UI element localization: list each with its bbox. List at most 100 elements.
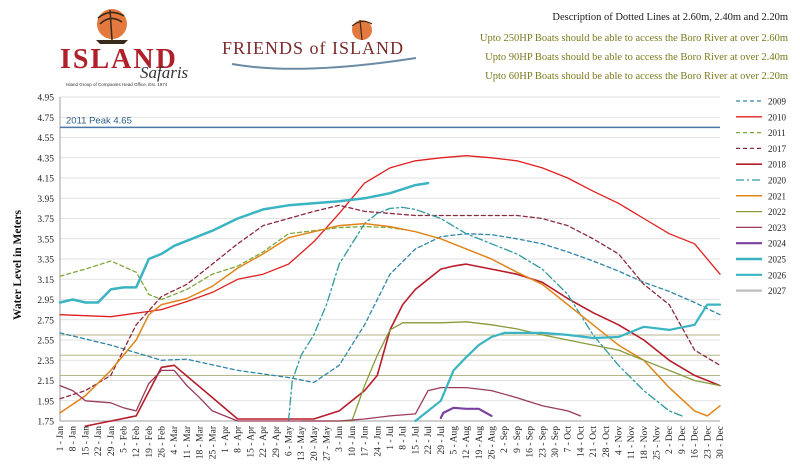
x-tick-label: 1 - Apr [221,425,231,453]
x-tick-label: 14 - Oct [576,426,586,457]
x-tick-label: 5 - Aug [449,426,459,455]
x-tick-label: 2 - Dec [665,426,675,454]
legend-label-2027: 2027 [768,286,787,296]
x-tick-label: 10 - Jun [348,426,358,457]
series-lines [58,155,722,427]
peak-line-group: 2011 Peak 4.65 [60,115,720,129]
x-tick-label: 22 - Apr [259,425,269,458]
island-safaris-emblem [96,9,128,44]
x-tick-label: 24 - Jun [373,426,383,457]
x-tick-label: 23 - Sep [538,426,548,458]
y-axis-label: Water Level in Meters [12,210,24,320]
legend-label-2017: 2017 [768,144,787,154]
legend-label-2024: 2024 [768,239,787,249]
x-tick-label: 8 - Jul [399,426,409,450]
logo-island-text: ISLAND [60,44,178,75]
series-line-2021 [59,222,721,417]
x-tick-label: 5 - Feb [119,426,129,453]
legend: 2009 2010 2011 2017 2018 2020 2021 2022 2023 2024… [736,97,787,296]
series-line-2023 [59,369,582,422]
y-tick-label: 4.95 [37,94,54,104]
logo-safaris-text: Safaris [140,63,189,82]
series-line-2022 [300,321,721,422]
legend-label-2010: 2010 [768,112,787,122]
series-line-2017 [59,204,721,400]
x-tick-label: 26 - Feb [158,426,168,458]
x-tick-label: 25 - Nov [653,426,663,460]
y-tick-label: 4.15 [37,175,54,185]
x-tick-label: 21 - Oct [589,426,599,457]
x-tick-label: 18 - Mar [196,425,206,459]
x-tick-label: 12 - Aug [462,426,472,460]
notes-heading: Description of Dotted Lines at 2.60m, 2.… [552,12,788,23]
x-tick-label: 25 - Mar [208,425,218,459]
grid-lines [59,96,720,422]
y-tick-label: 1.75 [37,418,54,428]
y-tick-label: 2.75 [37,316,54,326]
x-tick-label: 23 - Dec [703,426,713,459]
legend-label-2026: 2026 [768,270,787,280]
x-tick-label: 8 - Jan [69,426,79,452]
series-line-2010 [59,155,721,318]
threshold-lines [60,334,720,376]
x-tick-label: 6 - May [284,426,294,456]
x-tick-label: 15 - Jul [411,426,421,455]
x-tick-label: 29 - Jul [437,426,447,455]
note-250hp: Upto 250HP Boats should be able to acces… [479,33,788,44]
series-line-2025 [58,181,430,304]
x-tick-label: 12 - Feb [132,426,142,458]
y-tick-label: 4.55 [37,134,54,144]
y-tick-label: 3.95 [37,195,54,205]
y-tick-label: 2.35 [37,357,54,367]
x-tick-label: 29 - Jan [107,426,117,456]
x-tick-label: 29 - Apr [272,425,282,458]
x-tick-label: 30 - Sep [551,426,561,458]
x-tick-label: 22 - Jan [94,426,104,456]
x-tick-label: 15 - Apr [246,425,256,458]
series-line-2020 [287,206,683,422]
x-tick-label: 19 - Aug [475,426,485,460]
x-tick-label: 16 - Dec [691,426,701,459]
x-tick-label: 20 - May [310,426,320,461]
x-tick-label: 16 - Sep [526,426,536,458]
x-tick-label: 26 - Aug [488,426,498,460]
y-tick-label: 4.35 [37,154,54,164]
legend-label-2018: 2018 [768,160,787,170]
x-tick-label: 1 - Jan [56,426,66,452]
logo-friends-text: FRIENDS of ISLAND [222,38,404,58]
y-tick-label: 4.75 [37,114,54,124]
y-tick-label: 3.35 [37,256,54,266]
x-tick-label: 22 - Jul [424,426,434,455]
logo-tagline: Island Group of Companies Head Office, E… [66,82,168,87]
x-tick-label: 9 - Dec [678,426,688,454]
x-tick-label: 13 - May [297,426,307,461]
y-tick-label: 2.55 [37,337,54,347]
y-tick-label: 3.55 [37,235,54,245]
legend-label-2009: 2009 [768,97,787,107]
x-tick-label: 7 - Oct [564,426,574,453]
legend-label-2020: 2020 [768,176,787,186]
note-60hp: Upto 60HP Boats should be able to access… [485,71,788,82]
legend-label-2011: 2011 [768,128,786,138]
legend-label-2022: 2022 [768,207,786,217]
x-tick-label: 8 - Apr [234,425,244,453]
friends-emblem [351,19,373,41]
x-tick-label: 4 - Mar [170,425,180,454]
series-line-2011 [59,225,404,301]
y-tick-label: 3.75 [37,215,54,225]
legend-label-2025: 2025 [768,255,787,265]
x-tick-label: 15 - Jan [81,426,91,456]
y-tick-label: 1.95 [37,397,54,407]
y-tick-labels: 4.95 4.75 4.55 4.35 4.15 3.95 3.75 3.55 3.35 3.15… [37,94,54,428]
series-line-2026 [414,303,722,423]
x-tick-label: 19 - Feb [145,426,155,458]
x-tick-label: 9 - Sep [513,426,523,453]
x-tick-label: 1 - Jul [386,426,396,450]
y-tick-label: 2.95 [37,296,54,306]
x-tick-label: 11 - Mar [183,425,193,459]
x-tick-label: 3 - Jun [335,426,345,452]
series-line-2024 [439,406,493,420]
logo-friends-swash [231,57,417,70]
x-tick-label: 27 - May [323,426,333,461]
